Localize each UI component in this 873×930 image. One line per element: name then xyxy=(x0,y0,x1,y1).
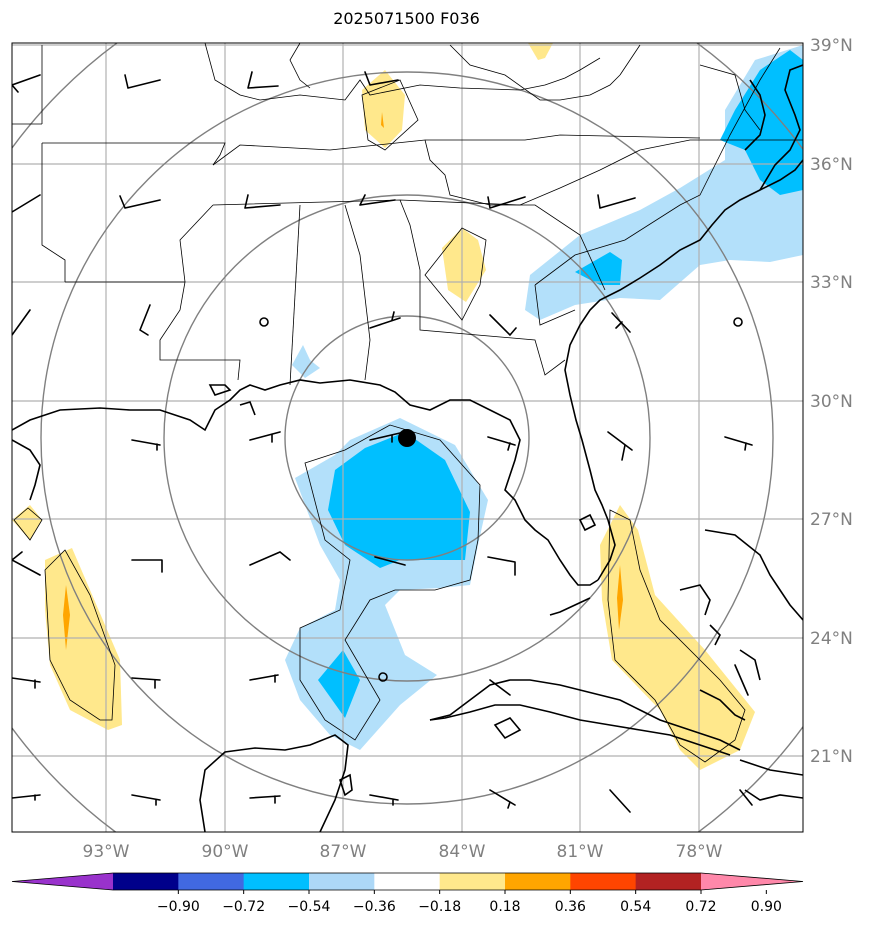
lat-label: 36°N xyxy=(810,155,853,175)
positive-field-georgia xyxy=(442,228,486,302)
lat-label: 30°N xyxy=(810,392,853,412)
colorbar-tick-label: −0.36 xyxy=(353,899,396,915)
lat-label: 39°N xyxy=(810,36,853,56)
negative-field-atlantic-dark-2 xyxy=(575,252,622,285)
negative-field-south-dark xyxy=(318,650,360,718)
colorbar-tick-label: −0.90 xyxy=(157,899,200,915)
positive-field-orange-florida xyxy=(617,565,623,630)
lon-label: 84°W xyxy=(439,842,486,862)
colorbar-outline xyxy=(11,872,804,891)
positive-field-orange-texas xyxy=(63,585,70,650)
colorbar-segment xyxy=(635,873,702,890)
lon-label: 78°W xyxy=(676,842,723,862)
positive-field-texas xyxy=(45,548,122,730)
lat-label: 27°N xyxy=(810,510,853,530)
colorbar: −0.90 −0.72 −0.54 −0.36 −0.18 0.18 0.36 0.54 0.7… xyxy=(11,872,804,915)
colorbar-tick-label: 0.90 xyxy=(751,899,782,915)
state-boundaries xyxy=(12,43,803,386)
positive-field-orange-kentucky xyxy=(381,112,384,128)
colorbar-segment xyxy=(309,873,375,890)
positive-field-kentucky xyxy=(362,70,405,148)
latitude-labels: 39°N 36°N 33°N 30°N 27°N 24°N 21°N xyxy=(810,36,853,767)
lon-label: 90°W xyxy=(202,842,249,862)
colorbar-segment xyxy=(178,873,245,890)
storm-center-marker xyxy=(398,429,416,447)
calm-markers xyxy=(259,317,743,682)
lat-label: 24°N xyxy=(810,629,853,649)
positive-field-top xyxy=(528,43,553,60)
longitude-labels: 93°W 90°W 87°W 84°W 81°W 78°W xyxy=(83,842,723,862)
lon-label: 81°W xyxy=(557,842,604,862)
colorbar-tick-label: 0.36 xyxy=(555,899,586,915)
negative-field-gulf-dark xyxy=(328,432,470,568)
coastlines xyxy=(12,64,803,832)
colorbar-segment xyxy=(439,873,506,890)
map-frame xyxy=(11,42,804,833)
lat-label: 21°N xyxy=(810,747,853,767)
lon-label: 93°W xyxy=(83,842,130,862)
colorbar-extend-low xyxy=(12,873,113,890)
negative-field-small xyxy=(292,345,320,378)
colorbar-segment xyxy=(113,873,179,890)
colorbar-tick-label: 0.72 xyxy=(685,899,716,915)
colorbar-tick-label: −0.72 xyxy=(222,899,265,915)
colorbar-segment xyxy=(374,873,441,890)
colorbar-tick-label: 0.18 xyxy=(489,899,520,915)
map-title: 2025071500 F036 xyxy=(333,9,480,28)
contour-lines xyxy=(13,47,781,763)
colorbar-segment xyxy=(505,873,571,890)
lat-label: 33°N xyxy=(810,273,853,293)
colorbar-segment xyxy=(243,873,310,890)
shaded-field-layer xyxy=(12,43,803,770)
colorbar-tick-label: −0.18 xyxy=(418,899,461,915)
colorbar-tick-label: −0.54 xyxy=(288,899,331,915)
colorbar-segment xyxy=(570,873,637,890)
wind-barbs xyxy=(12,71,753,813)
lat-lon-grid xyxy=(12,43,803,832)
colorbar-tick-label: 0.54 xyxy=(620,899,651,915)
lon-label: 87°W xyxy=(320,842,367,862)
colorbar-extend-high xyxy=(701,873,803,890)
